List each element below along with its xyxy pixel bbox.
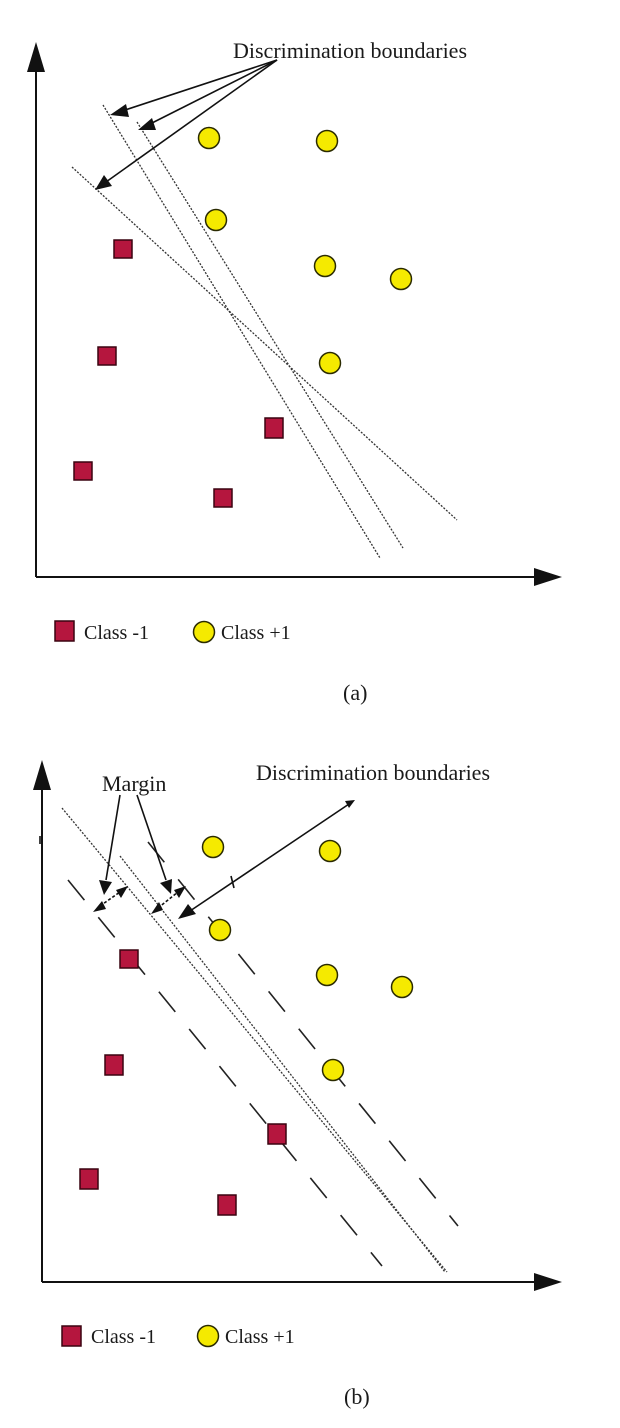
panel-b-caption: (b) [344,1384,370,1409]
optimal-boundary-line [119,855,446,1273]
pointer-arrow-2 [149,59,278,125]
panel-b-tick-mark [230,875,235,889]
boundary-outer-line [61,807,448,1273]
class-pos-point [318,839,342,863]
class-pos-point [390,975,414,999]
class-neg-point [104,1054,124,1076]
legend-class-neg-swatch [54,620,75,642]
class-neg-point [264,417,284,439]
panel-b-class-pos-points [201,835,414,1082]
class-neg-point [267,1123,287,1145]
class-neg-point [79,1168,99,1190]
class-pos-point [321,1058,345,1082]
margin-line-upper [147,841,459,1227]
panel-a-boundaries [71,104,458,559]
margin-width-2 [157,891,179,909]
panel-a-y-arrowhead [27,42,45,72]
panel-a-axes [27,42,562,586]
panel-b-class-neg-points [79,949,287,1216]
margin-pointer-2 [136,794,167,881]
panel-b: Margin Discrimination boundaries Class -… [33,760,562,1409]
class-neg-point [97,346,117,366]
panel-a: Discrimination boundaries Class -1 Class… [27,38,562,705]
margin-pointer-head-2 [160,879,172,894]
legend-class-neg-label: Class -1 [91,1326,156,1348]
margin-pointer-head-1 [99,880,112,895]
class-pos-point [201,835,225,859]
class-neg-point [113,239,133,259]
legend-class-neg-swatch [61,1325,82,1347]
panel-b-y-arrowhead [33,760,51,790]
margin-width-head-2b [174,886,186,898]
panel-a-class-neg-points [73,239,284,508]
class-neg-point [119,949,139,969]
panel-a-pointers [95,59,278,190]
pointer-arrowhead-3 [95,175,112,190]
class-pos-point [315,963,339,987]
legend-class-neg-label: Class -1 [84,622,149,644]
pointer-arrowhead-2 [138,118,156,130]
class-pos-point [208,918,232,942]
legend-class-pos-swatch [192,620,216,644]
panel-b-x-arrowhead [534,1273,562,1291]
pointer-arrow-1 [121,59,278,112]
panel-b-axes [33,760,562,1291]
class-pos-point [318,351,342,375]
class-pos-point [313,254,337,278]
panel-a-annotation: Discrimination boundaries [233,38,467,63]
margin-width-head-1a [93,901,106,912]
class-neg-point [73,461,93,481]
panel-b-boundary-pointer-head [178,904,196,919]
panel-b-boundaries [61,807,459,1273]
class-pos-point [197,126,221,150]
margin-pointer-1 [105,794,121,881]
panel-b-boundary-pointer-tail [345,800,355,808]
legend-class-pos-label: Class +1 [225,1326,295,1348]
panel-a-legend: Class -1 Class +1 [54,620,291,644]
class-neg-point [217,1194,237,1216]
panel-b-annotation: Discrimination boundaries [256,760,490,785]
panel-a-x-arrowhead [534,568,562,586]
panel-b-margin-pointers [93,794,186,914]
panel-a-class-pos-points [197,126,413,375]
class-pos-point [389,267,413,291]
panel-a-caption: (a) [343,680,367,705]
boundary-line-1 [102,104,381,559]
boundary-line-3 [71,166,458,521]
panel-b-margin-annotation: Margin [102,771,166,796]
pointer-arrowhead-1 [110,104,129,117]
class-pos-point [315,129,339,153]
margin-line-lower [67,879,383,1267]
legend-class-pos-swatch [196,1324,220,1348]
margin-width-1 [99,891,121,907]
boundary-line-2 [136,121,404,549]
panel-b-boundary-pointer [189,801,353,912]
margin-width-head-2a [151,902,163,914]
legend-class-pos-label: Class +1 [221,622,291,644]
panel-b-legend: Class -1 Class +1 [61,1324,295,1348]
class-neg-point [213,488,233,508]
class-pos-point [204,208,228,232]
margin-width-head-1b [116,886,128,898]
pointer-arrow-3 [105,59,278,183]
